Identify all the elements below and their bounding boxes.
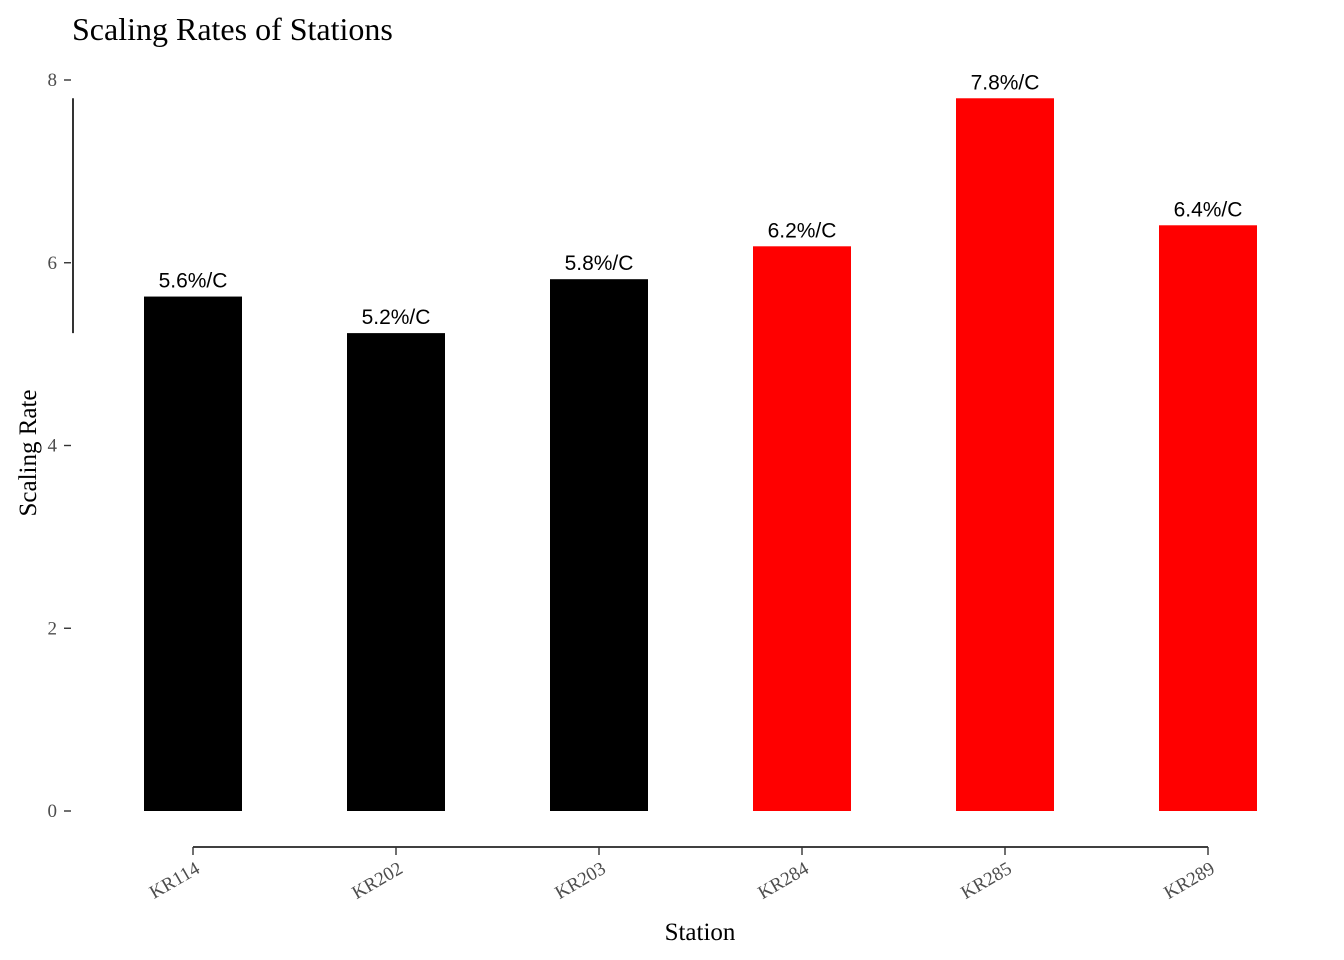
y-axis-title: Scaling Rate xyxy=(15,389,42,516)
chart-title: Scaling Rates of Stations xyxy=(72,11,393,47)
x-tick-label: KR285 xyxy=(957,858,1015,904)
bar xyxy=(550,279,648,811)
bar-value-label: 5.8%/C xyxy=(565,252,634,275)
y-axis: 0 2 4 6 8 xyxy=(48,70,74,822)
bar xyxy=(144,296,242,812)
bar-value-label: 6.2%/C xyxy=(768,219,837,242)
x-tick-label: KR202 xyxy=(348,858,406,904)
y-tick-label: 0 xyxy=(48,801,58,822)
bar xyxy=(347,333,445,811)
bar xyxy=(1159,225,1257,811)
y-tick-label: 6 xyxy=(48,253,58,274)
x-tick-label: KR203 xyxy=(551,858,609,904)
y-tick-label: 2 xyxy=(48,618,58,639)
bar-labels-group: 5.6%/C 5.2%/C 5.8%/C 6.2%/C 7.8%/C 6.4%/C xyxy=(159,71,1243,329)
bar xyxy=(753,246,851,812)
bar-value-label: 7.8%/C xyxy=(971,71,1040,94)
bar-value-label: 5.2%/C xyxy=(362,306,431,329)
bar-value-label: 5.6%/C xyxy=(159,270,228,293)
x-tick-label: KR284 xyxy=(754,858,812,904)
y-tick-label: 8 xyxy=(48,70,58,91)
bar xyxy=(956,98,1054,811)
bars-group xyxy=(144,98,1257,812)
x-tick-label: KR289 xyxy=(1160,858,1218,904)
y-tick-label: 4 xyxy=(48,436,58,457)
bar-value-label: 6.4%/C xyxy=(1174,198,1243,221)
x-tick-label: KR114 xyxy=(146,858,204,904)
x-axis: KR114 KR202 KR203 KR284 KR285 KR289 xyxy=(146,846,1219,904)
x-axis-title: Station xyxy=(665,919,736,946)
